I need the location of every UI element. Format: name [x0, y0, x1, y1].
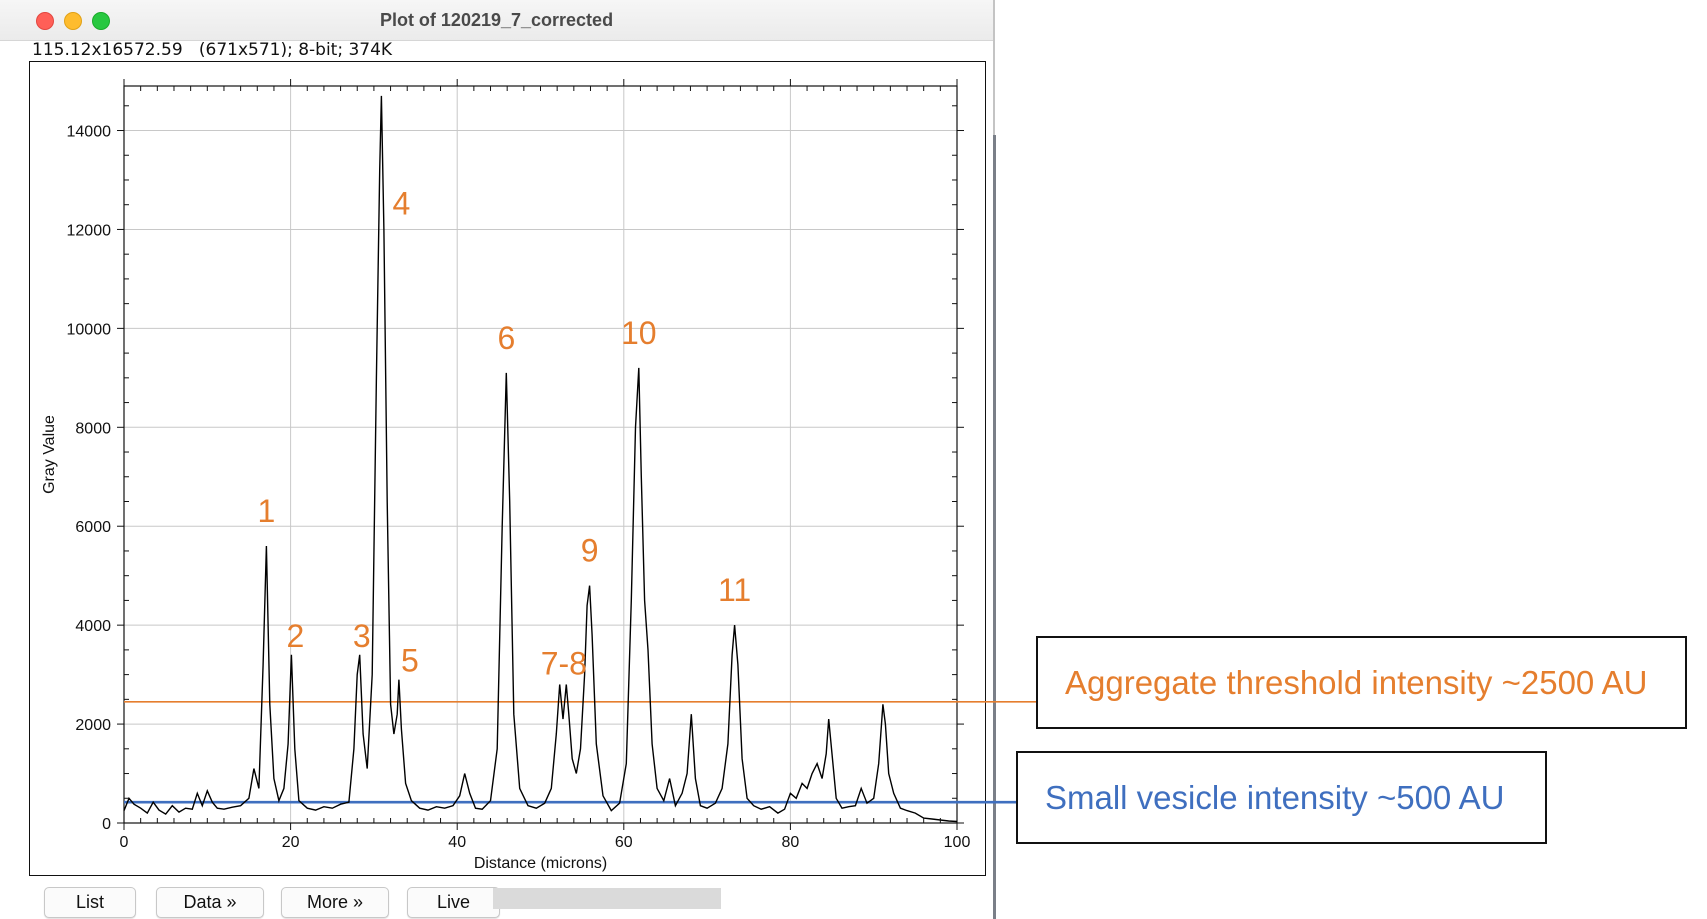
x-tick-label: 0: [120, 834, 129, 851]
peak-label: 11: [718, 572, 751, 608]
peak-label: 10: [621, 315, 657, 351]
x-tick-label: 40: [448, 834, 466, 851]
y-axis-label: Gray Value: [41, 415, 58, 494]
window-title: Plot of 120219_7_corrected: [379, 10, 614, 30]
minimize-window-button[interactable]: [64, 12, 82, 30]
image-info: 115.12x16572.59 (671x571); 8-bit; 374K: [32, 40, 393, 60]
zoom-window-button[interactable]: [92, 12, 110, 30]
x-tick-label: 100: [944, 834, 971, 851]
progress-bar: [493, 888, 721, 909]
peak-labels: 1 2 3 4 5 6 7-8 9 10 11: [258, 186, 752, 682]
axis-ticks: 0 20 40 60 80 100 0 2000 4000 6000 8000 10000 12000 1…: [67, 79, 971, 851]
y-tick-label: 10000: [67, 321, 112, 338]
y-tick-label: 4000: [75, 618, 111, 635]
vesicle-intensity-box: Small vesicle intensity ~500 AU: [1016, 751, 1547, 844]
vesicle-intensity-label: Small vesicle intensity ~500 AU: [1045, 778, 1505, 816]
y-tick-label: 0: [102, 816, 111, 833]
live-button[interactable]: Live: [407, 887, 500, 918]
y-tick-label: 8000: [75, 420, 111, 437]
peak-label: 6: [497, 320, 515, 356]
window-edge: [993, 135, 996, 919]
grid-lines: [124, 86, 957, 823]
peak-label: 2: [287, 618, 305, 654]
aggregate-threshold-box: Aggregate threshold intensity ~2500 AU: [1036, 636, 1687, 729]
peak-label: 5: [401, 643, 419, 679]
peak-label: 4: [392, 186, 410, 222]
x-tick-label: 60: [615, 834, 633, 851]
title-bar[interactable]: Plot of 120219_7_corrected: [0, 0, 993, 41]
data-button[interactable]: Data »: [156, 887, 264, 918]
aggregate-threshold-label: Aggregate threshold intensity ~2500 AU: [1065, 663, 1648, 701]
list-button[interactable]: List: [44, 887, 136, 918]
peak-label: 1: [258, 493, 276, 529]
y-tick-label: 2000: [75, 717, 111, 734]
y-tick-label: 12000: [67, 222, 112, 239]
x-axis-label: Distance (microns): [474, 855, 607, 872]
intensity-profile-line: [123, 95, 958, 823]
y-tick-label: 6000: [75, 519, 111, 536]
plot-area-border: [123, 85, 958, 824]
close-window-button[interactable]: [36, 12, 54, 30]
x-tick-label: 20: [282, 834, 300, 851]
x-tick-label: 80: [782, 834, 800, 851]
peak-label: 3: [353, 618, 371, 654]
peak-label: 7-8: [541, 646, 587, 682]
peak-label: 9: [581, 533, 599, 569]
y-tick-label: 14000: [67, 124, 112, 141]
more-button[interactable]: More »: [281, 887, 389, 918]
